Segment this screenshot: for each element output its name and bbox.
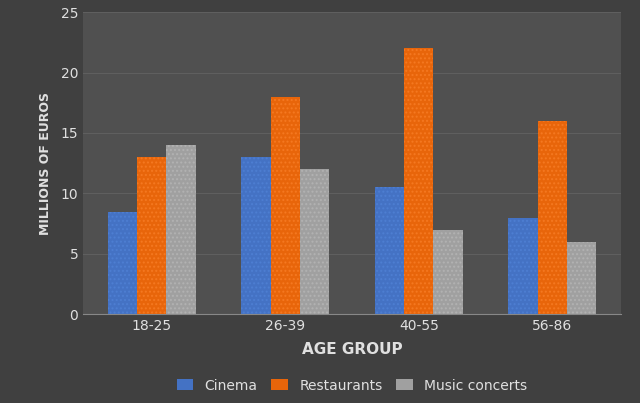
Bar — [567, 242, 596, 314]
Bar — [567, 242, 596, 314]
Bar — [404, 48, 433, 314]
Legend: Cinema, Restaurants, Music concerts: Cinema, Restaurants, Music concerts — [172, 373, 532, 398]
Bar — [108, 212, 137, 314]
Bar — [166, 145, 196, 314]
Bar — [241, 157, 271, 314]
Bar — [137, 157, 166, 314]
Y-axis label: MILLIONS OF EUROS: MILLIONS OF EUROS — [40, 92, 52, 235]
Bar — [404, 48, 433, 314]
Bar — [271, 97, 300, 314]
Bar — [374, 187, 404, 314]
Bar — [374, 187, 404, 314]
Bar — [166, 145, 196, 314]
Bar — [433, 230, 463, 314]
X-axis label: AGE GROUP: AGE GROUP — [301, 341, 403, 357]
Bar — [508, 218, 538, 314]
Bar — [271, 97, 300, 314]
Bar — [300, 169, 330, 314]
Bar — [538, 121, 567, 314]
Bar — [137, 157, 166, 314]
Bar — [300, 169, 330, 314]
Bar — [433, 230, 463, 314]
Bar — [538, 121, 567, 314]
Bar — [508, 218, 538, 314]
Bar — [241, 157, 271, 314]
Bar — [108, 212, 137, 314]
